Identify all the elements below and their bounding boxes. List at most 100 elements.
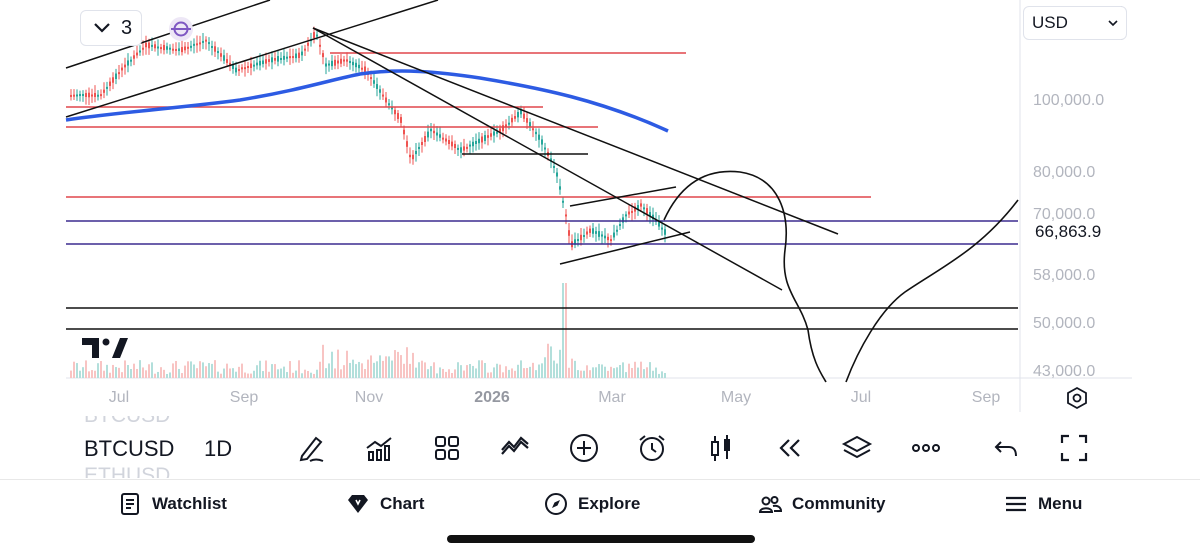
compare-button[interactable] (497, 430, 533, 466)
candle (439, 134, 441, 138)
volume-bar (127, 365, 129, 378)
candle (580, 234, 582, 241)
chart-toolbar: BTCUSD BTCUSD ETHUSD 1D (0, 416, 1200, 478)
symbol-name[interactable]: BTCUSD (84, 436, 175, 461)
volume-bar (367, 359, 369, 378)
indicators-button[interactable] (361, 430, 397, 466)
symbol-switcher[interactable]: BTCUSD BTCUSD ETHUSD (84, 416, 179, 478)
volume-bar (553, 360, 555, 378)
sync-icon[interactable] (168, 16, 194, 42)
candle (352, 61, 354, 66)
volume-bar (319, 361, 321, 378)
volume-bar (499, 364, 501, 378)
volume-bar (373, 362, 375, 378)
layers-button[interactable] (839, 430, 875, 466)
volume-bar (136, 368, 138, 378)
candle (442, 137, 444, 140)
grid-icon (435, 436, 459, 460)
candle (607, 236, 609, 241)
volume-bar (115, 367, 117, 378)
current-price-label: 66,863.9 (1033, 222, 1104, 242)
candle (448, 140, 450, 144)
alert-button[interactable] (634, 430, 670, 466)
volume-bar (400, 355, 402, 378)
volume-bar (664, 373, 666, 378)
volume-bar (301, 373, 303, 378)
candle (601, 234, 603, 237)
hamburger-icon (1006, 496, 1026, 512)
candle (385, 97, 387, 103)
candle (286, 56, 288, 59)
volume-bar (166, 373, 168, 378)
tradingview-logo (82, 338, 128, 358)
time-axis-label: May (720, 389, 752, 406)
candle (577, 239, 579, 242)
volume-bar (295, 370, 297, 378)
volume-bar (616, 367, 618, 378)
nav-chart[interactable]: Chart (346, 492, 424, 516)
collapse-indicators-button[interactable]: 3 (80, 10, 142, 46)
chart-type-button[interactable] (703, 430, 739, 466)
volume-bar (523, 368, 525, 378)
candle (205, 39, 207, 42)
volume-bar (628, 363, 630, 378)
candle (346, 59, 348, 62)
candle (637, 205, 639, 209)
candle (463, 146, 465, 151)
currency-value: USD (1032, 13, 1068, 32)
volume-bar (310, 372, 312, 378)
volume-bar (109, 372, 111, 378)
more-button[interactable] (908, 430, 944, 466)
moving-average-line (65, 69, 669, 133)
candle (361, 67, 363, 70)
volume-bar (85, 360, 87, 378)
volume-bar (133, 363, 135, 378)
chart-area[interactable]: 3 USD 100,000.0 80,000.0 70,000.0 58,000… (0, 0, 1200, 412)
volume-bar (256, 365, 258, 378)
add-symbol-button[interactable] (566, 430, 602, 466)
volume-bar (70, 370, 72, 378)
volume-bar (436, 373, 438, 378)
volume-bars (70, 283, 666, 378)
volume-bar (298, 360, 300, 378)
symbol-next[interactable]: ETHUSD (84, 464, 171, 478)
plus-circle-icon (570, 434, 598, 462)
candle (430, 128, 432, 132)
replay-button[interactable] (771, 430, 807, 466)
diamond-icon (348, 495, 368, 513)
volume-bar (412, 352, 414, 378)
volume-bar (418, 362, 420, 378)
draw-button[interactable] (294, 430, 330, 466)
price-chart[interactable] (0, 0, 1200, 412)
volume-bar (469, 364, 471, 378)
nav-menu[interactable]: Menu (1004, 492, 1082, 516)
candle (379, 89, 381, 93)
volume-bar (175, 360, 177, 378)
projection-path (663, 170, 827, 383)
candle (325, 63, 327, 67)
candle (262, 60, 264, 65)
volume-bar (520, 360, 522, 378)
interval-button[interactable]: 1D (204, 436, 233, 461)
volume-bar (607, 370, 609, 378)
volume-bar (439, 367, 441, 378)
time-axis-label: Nov (354, 389, 384, 406)
layouts-button[interactable] (429, 430, 465, 466)
candle (145, 42, 147, 48)
candle (124, 64, 126, 68)
currency-select[interactable]: USD (1023, 6, 1127, 40)
indicators-icon (366, 437, 392, 461)
candle (292, 56, 294, 59)
undo-button[interactable] (988, 430, 1024, 466)
candle (121, 67, 123, 71)
nav-watchlist[interactable]: Watchlist (118, 492, 227, 516)
nav-explore[interactable]: Explore (544, 492, 640, 516)
volume-bar (370, 355, 372, 378)
volume-bar (184, 365, 186, 378)
candle (418, 146, 420, 150)
nav-community[interactable]: Community (758, 492, 886, 516)
candle (388, 103, 390, 106)
gear-icon[interactable] (1064, 386, 1090, 410)
symbol-prev[interactable]: BTCUSD (84, 416, 170, 428)
fullscreen-button[interactable] (1056, 430, 1092, 466)
